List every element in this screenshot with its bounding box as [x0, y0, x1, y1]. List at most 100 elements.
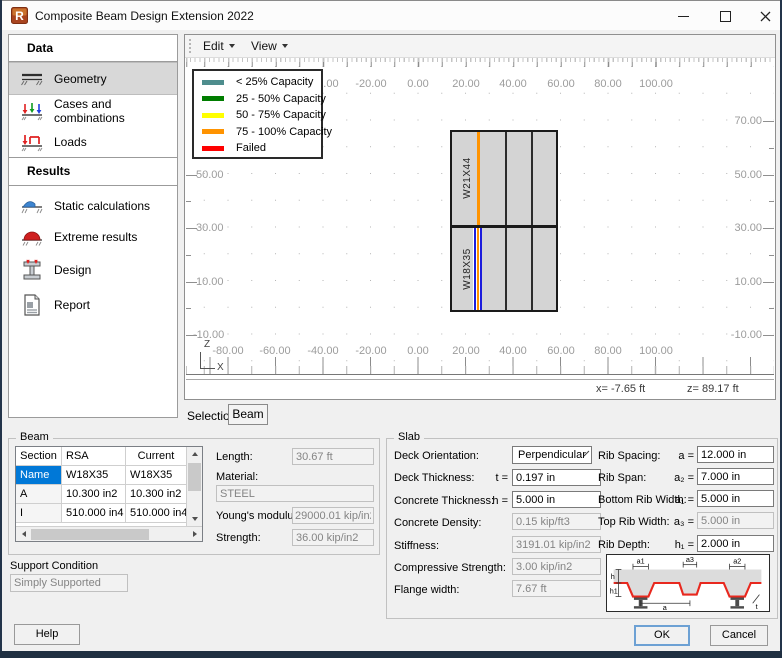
- table-horizontal-scrollbar[interactable]: [16, 526, 202, 541]
- top-rib-width-label: Top Rib Width:: [598, 516, 670, 528]
- sidebar-item-geometry[interactable]: Geometry: [9, 62, 177, 95]
- edit-menu[interactable]: Edit: [197, 37, 241, 55]
- beam-w21x44-line[interactable]: [477, 132, 480, 225]
- scrollbar-thumb[interactable]: [31, 528, 149, 540]
- beam-w18x35-selected-line[interactable]: [473, 228, 482, 310]
- legend-swatch: [202, 145, 224, 151]
- cell-rsa-value[interactable]: 10.300 in2: [62, 485, 126, 504]
- maximize-button[interactable]: [710, 5, 740, 27]
- axis-label: 50.00: [734, 169, 762, 181]
- cell-section-name[interactable]: I: [16, 504, 62, 523]
- cell-rsa-value[interactable]: W18X35: [62, 466, 126, 485]
- sidebar-item-static-calculations[interactable]: Static calculations: [9, 190, 177, 221]
- sidebar-item-report[interactable]: Report: [9, 287, 177, 322]
- top-ruler-ticks: [186, 58, 774, 67]
- axis-label: -20.00: [355, 78, 387, 90]
- stiffness-label: Stiffness:: [394, 540, 440, 552]
- legend-swatch: [202, 129, 224, 135]
- scroll-up-icon[interactable]: [187, 447, 202, 461]
- maximize-icon: [719, 10, 731, 22]
- static-calculations-icon: [19, 197, 45, 215]
- cell-current-value[interactable]: W18X35: [126, 466, 186, 485]
- beam-line-unlabeled[interactable]: [505, 132, 507, 310]
- cell-current-value[interactable]: 510.000 in4: [126, 504, 186, 523]
- axis-label: 70.00: [734, 115, 762, 127]
- axis-label: 60.00: [547, 345, 575, 357]
- scroll-left-icon[interactable]: [16, 527, 31, 541]
- beam-line-unlabeled[interactable]: [531, 132, 533, 310]
- extreme-results-icon: [19, 228, 45, 246]
- axis-tick: [763, 228, 774, 229]
- close-button[interactable]: [750, 5, 780, 27]
- scroll-down-icon[interactable]: [187, 512, 202, 526]
- youngs-modulus-label: Young's modulus:: [216, 510, 303, 522]
- ok-button[interactable]: OK: [634, 625, 690, 646]
- bottom-rib-width-field[interactable]: [697, 490, 774, 507]
- sidebar-item-extreme-results[interactable]: Extreme results: [9, 221, 177, 252]
- deck-orientation-select[interactable]: Perpendicular: [512, 446, 592, 464]
- sidebar-item-label: Loads: [54, 134, 87, 149]
- axis-indicator-x-label: X: [217, 362, 224, 373]
- dimension-lines: [615, 561, 760, 607]
- axis-label: 100.00: [639, 345, 673, 357]
- scrollbar-thumb[interactable]: [188, 463, 201, 491]
- minimize-button[interactable]: [668, 5, 698, 27]
- help-button[interactable]: Help: [14, 624, 80, 645]
- scroll-right-icon[interactable]: [187, 527, 202, 541]
- beam-label-w18x35: W18X35: [462, 248, 473, 290]
- tab-beam[interactable]: Beam: [228, 404, 268, 425]
- axis-tick: [769, 201, 774, 202]
- table-row[interactable]: I 510.000 in4 510.000 in4: [16, 504, 202, 523]
- sidebar-item-label: Extreme results: [54, 229, 138, 244]
- material-field: [216, 485, 374, 502]
- status-separator: [186, 379, 774, 380]
- legend-swatch: [202, 112, 224, 118]
- axis-tick: [763, 175, 774, 176]
- cell-current-value[interactable]: 10.300 in2: [126, 485, 186, 504]
- floor-panel-rect[interactable]: [450, 130, 558, 312]
- concrete-slab-shape: [613, 569, 762, 597]
- sidebar-item-design[interactable]: Design: [9, 252, 177, 287]
- rib-spacing-field[interactable]: [697, 446, 774, 463]
- beam-label-w21x44: W21X44: [462, 157, 473, 199]
- deck-thickness-field[interactable]: [512, 469, 601, 486]
- view-menu[interactable]: View: [245, 37, 294, 55]
- youngs-modulus-field: [292, 507, 374, 524]
- sidebar-item-cases-and-combinations[interactable]: Cases and combinations: [9, 95, 177, 126]
- window-border-right: [780, 0, 782, 658]
- cell-section-name[interactable]: A: [16, 485, 62, 504]
- axis-label: 20.00: [452, 78, 480, 90]
- tab-selection[interactable]: Selection: [187, 409, 237, 423]
- rib-span-field[interactable]: [697, 468, 774, 485]
- top-ruler-minor-ticks: [186, 58, 774, 62]
- material-label: Material:: [216, 471, 259, 483]
- girder-line[interactable]: [450, 225, 558, 228]
- section-properties-table: Section RSA Current Name W18X35 W18X35 A…: [15, 446, 203, 542]
- rib-span-symbol: a₂ =: [674, 472, 694, 484]
- column-header-rsa: RSA: [62, 447, 126, 466]
- rib-depth-field[interactable]: [697, 535, 774, 552]
- axis-label: 80.00: [594, 345, 622, 357]
- cell-rsa-value[interactable]: 510.000 in4: [62, 504, 126, 523]
- table-row[interactable]: A 10.300 in2 10.300 in2: [16, 485, 202, 504]
- legend-swatch: [202, 79, 224, 85]
- table-row[interactable]: Name W18X35 W18X35: [16, 466, 202, 485]
- cancel-button[interactable]: Cancel: [710, 625, 768, 646]
- close-icon: [760, 11, 770, 21]
- cell-section-name[interactable]: Name: [16, 466, 62, 485]
- sidebar-item-loads[interactable]: Loads: [9, 126, 177, 157]
- axis-label: -20.00: [355, 345, 387, 357]
- rib-spacing-label: Rib Spacing:: [598, 450, 661, 462]
- view-menu-label: View: [251, 39, 277, 53]
- toolbar-grip[interactable]: [189, 39, 194, 53]
- axis-tick: [769, 148, 774, 149]
- concrete-thickness-symbol: h =: [492, 495, 508, 507]
- axis-tick: [769, 308, 774, 309]
- bottom-rib-width-symbol: a₁ =: [674, 494, 694, 506]
- concrete-thickness-field[interactable]: [512, 491, 601, 508]
- beam-group-title: Beam: [16, 431, 53, 443]
- axis-label: 40.00: [499, 345, 527, 357]
- table-vertical-scrollbar[interactable]: [186, 447, 202, 526]
- deck-thickness-symbol: t =: [495, 472, 508, 484]
